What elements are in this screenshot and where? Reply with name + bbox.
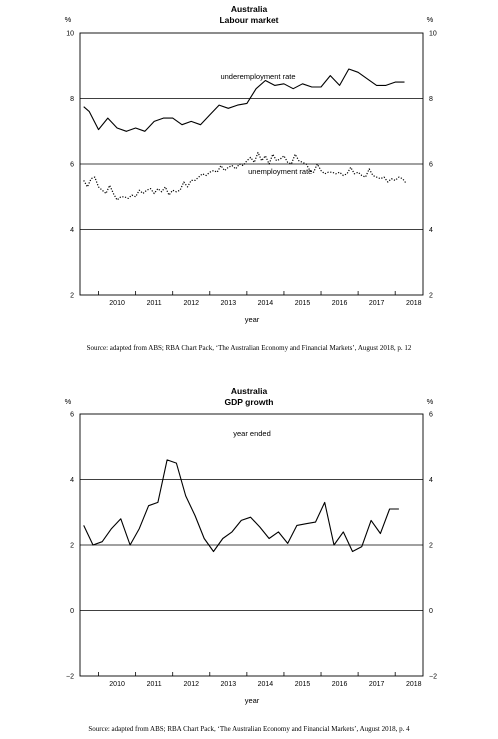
y-tick-label-right: 2 xyxy=(429,293,433,300)
chart2-unit-left: % xyxy=(65,397,72,406)
x-tick-label: 2016 xyxy=(332,300,348,307)
series-line-1 xyxy=(83,68,405,132)
x-tick-label: 2016 xyxy=(332,681,348,688)
series-line-1 xyxy=(83,459,399,553)
y-tick-label-right: −2 xyxy=(429,674,437,681)
gdp-growth-chart: Australia GDP growth % % −2 −2 0 0 2 2 4 4 6 6 20… xyxy=(65,386,437,733)
y-tick-label-left: 10 xyxy=(66,31,74,38)
y-tick-label-right: 2 xyxy=(429,543,433,550)
y-tick-label-left: 8 xyxy=(70,96,74,103)
labour-market-chart: Australia Labour market % % 2 2 4 4 6 6 8 8 10 10… xyxy=(65,4,437,352)
x-tick-label: 2012 xyxy=(183,300,199,307)
y-tick-label-right: 8 xyxy=(429,96,433,103)
x-tick-label: 2014 xyxy=(258,681,274,688)
chart2-annotation: year ended xyxy=(233,429,271,438)
y-tick-label-left: 4 xyxy=(70,227,74,234)
chart2-frame xyxy=(79,413,424,677)
series-line-2 xyxy=(83,151,407,201)
x-tick-label: 2012 xyxy=(183,681,199,688)
chart1-unit-right: % xyxy=(427,15,434,24)
chart2-source: Source: adapted from ABS; RBA Chart Pack… xyxy=(88,725,410,733)
y-tick-label-left: 6 xyxy=(70,162,74,169)
chart2-xlabel: year xyxy=(245,696,260,705)
underemployment-label: underemployment rate xyxy=(220,72,295,81)
y-tick-label-left: 0 xyxy=(70,608,74,615)
x-tick-label: 2010 xyxy=(109,300,125,307)
x-tick-label: 2013 xyxy=(221,300,237,307)
x-tick-label: 2014 xyxy=(258,300,274,307)
chart1-frame xyxy=(79,32,424,296)
x-tick-label: 2015 xyxy=(295,300,311,307)
x-tick-label: 2017 xyxy=(369,681,385,688)
y-tick-label-right: 6 xyxy=(429,162,433,169)
y-tick-label-right: 4 xyxy=(429,227,433,234)
chart2-subtitle: GDP growth xyxy=(225,397,274,407)
x-tick-label: 2015 xyxy=(295,681,311,688)
x-tick-label: 2018 xyxy=(406,681,422,688)
chart1-source: Source: adapted from ABS; RBA Chart Pack… xyxy=(87,344,412,352)
y-tick-label-left: 4 xyxy=(70,477,74,484)
chart1-subtitle: Labour market xyxy=(219,15,278,25)
unemployment-label: unemployment rate xyxy=(248,167,312,176)
y-tick-label-right: 4 xyxy=(429,477,433,484)
y-tick-label-left: 6 xyxy=(70,412,74,419)
x-tick-label: 2011 xyxy=(147,300,162,307)
chart1-xlabel: year xyxy=(245,315,260,324)
y-tick-label-left: 2 xyxy=(70,293,74,300)
chart2-unit-right: % xyxy=(427,397,434,406)
x-tick-label: 2011 xyxy=(147,681,162,688)
y-tick-label-right: 6 xyxy=(429,412,433,419)
chart2-title: Australia xyxy=(231,386,268,396)
x-tick-label: 2010 xyxy=(109,681,125,688)
chart1-title: Australia xyxy=(231,4,268,14)
x-tick-label: 2013 xyxy=(221,681,237,688)
y-tick-label-left: 2 xyxy=(70,543,74,550)
chart1-unit-left: % xyxy=(65,15,72,24)
y-tick-label-right: 0 xyxy=(429,608,433,615)
y-tick-label-right: 10 xyxy=(429,31,437,38)
x-tick-label: 2017 xyxy=(369,300,385,307)
y-tick-label-left: −2 xyxy=(66,674,74,681)
x-tick-label: 2018 xyxy=(406,300,422,307)
